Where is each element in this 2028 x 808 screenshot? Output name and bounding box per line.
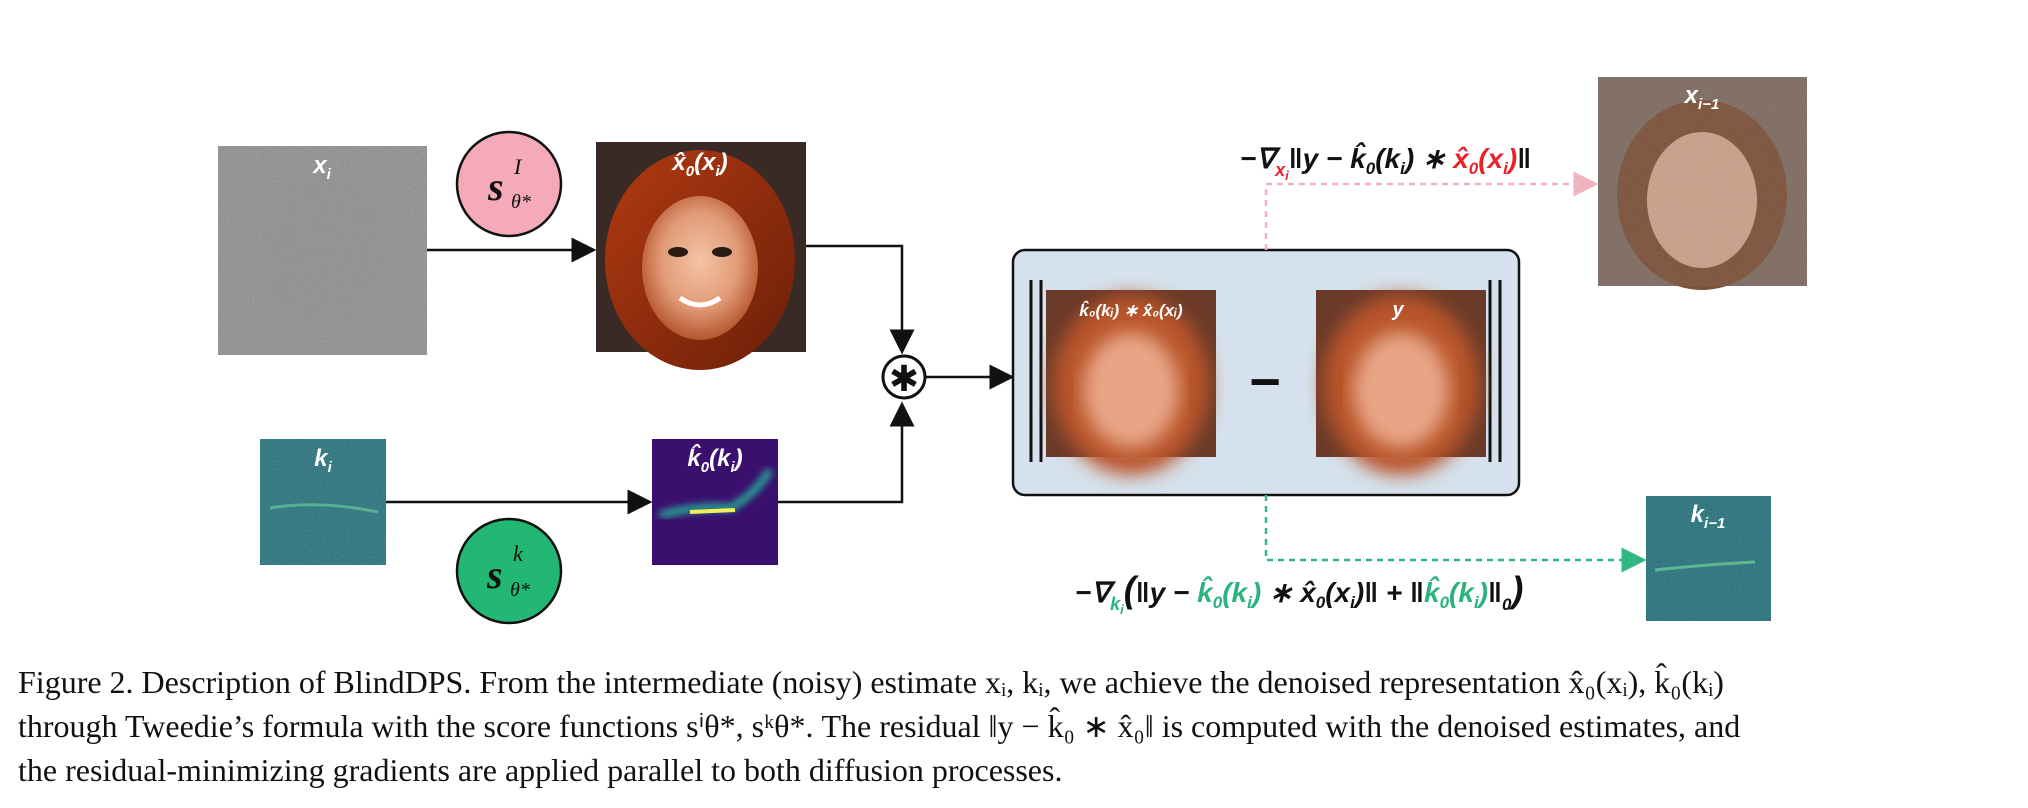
svg-text:θ*: θ* bbox=[511, 191, 531, 213]
updated-kernel-ki-minus-1: ki−1 bbox=[1646, 496, 1771, 621]
minus-sign: − bbox=[1249, 352, 1281, 412]
svg-text:s: s bbox=[487, 164, 504, 209]
denoised-image-x0: x̂0(xi) bbox=[596, 142, 806, 370]
svg-text:k̂0(ki): k̂0(ki) bbox=[687, 444, 742, 476]
svg-text:I: I bbox=[513, 154, 523, 179]
caption-line: through Tweedie’s formula with the score… bbox=[18, 708, 1741, 744]
score-function-image-node: s I θ* bbox=[455, 130, 563, 238]
caption-line: Figure 2. Description of BlindDPS. From … bbox=[18, 664, 1724, 700]
svg-text:xi: xi bbox=[311, 152, 331, 183]
gradient-formula-image: −∇xi‖y − k̂0(ki) ∗ x̂0(xi)‖ bbox=[1240, 142, 1531, 183]
svg-text:k: k bbox=[513, 541, 524, 566]
gradient-arrow-image bbox=[1264, 171, 1599, 250]
gradient-formula-kernel: −∇ki(‖y − k̂0(ki) ∗ x̂0(xi)‖ + ‖k̂0(ki)‖… bbox=[1075, 569, 1523, 617]
measurement-image-y: y bbox=[1316, 290, 1486, 475]
arrow-x0-to-conv bbox=[806, 244, 915, 355]
svg-text:ki−1: ki−1 bbox=[1691, 501, 1726, 532]
residual-estimate-image: k̂₀(kᵢ) ∗ x̂₀(xᵢ) bbox=[1046, 290, 1216, 475]
svg-text:s: s bbox=[486, 552, 503, 597]
svg-text:θ*: θ* bbox=[510, 579, 530, 601]
convolution-node: ✱ bbox=[881, 354, 927, 400]
svg-text:✱: ✱ bbox=[889, 359, 919, 400]
updated-image-xi-minus-1: xi−1 bbox=[1598, 77, 1807, 290]
score-function-kernel-node: s k θ* bbox=[455, 517, 563, 625]
denoised-kernel-k0: k̂0(ki) bbox=[652, 439, 778, 565]
gradient-arrow-kernel bbox=[1264, 495, 1647, 573]
noisy-image-xi: xi bbox=[218, 146, 427, 355]
svg-text:x̂0(xi): x̂0(xi) bbox=[670, 149, 727, 180]
svg-text:y: y bbox=[1391, 299, 1404, 321]
svg-text:ki: ki bbox=[314, 445, 332, 476]
svg-text:xi−1: xi−1 bbox=[1683, 82, 1720, 113]
blinddps-diagram: xi s I θ* x̂0(xi) ki s k θ* bbox=[218, 77, 1807, 625]
arrow-k0-to-conv bbox=[778, 401, 915, 504]
noisy-kernel-ki: ki bbox=[260, 439, 386, 565]
figure-caption: Figure 2. Description of BlindDPS. From … bbox=[18, 660, 2013, 792]
svg-text:k̂₀(kᵢ) ∗ x̂₀(xᵢ): k̂₀(kᵢ) ∗ x̂₀(xᵢ) bbox=[1079, 300, 1183, 320]
residual-box: k̂₀(kᵢ) ∗ x̂₀(xᵢ) − y bbox=[1011, 248, 1521, 497]
caption-line: the residual-minimizing gradients are ap… bbox=[18, 752, 1063, 788]
